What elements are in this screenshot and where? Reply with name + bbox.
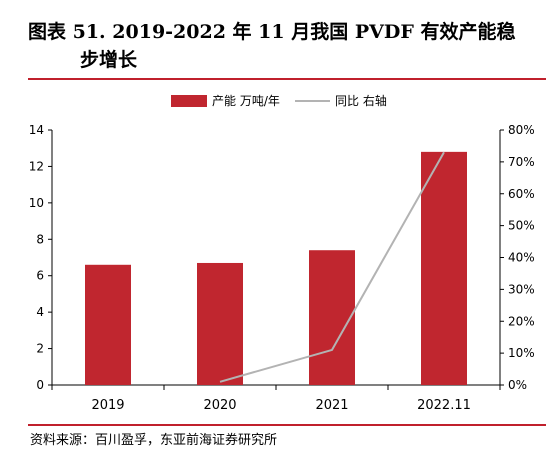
y-tick-label-left: 10 — [29, 196, 44, 210]
x-tick-label: 2022.11 — [417, 398, 471, 413]
bar — [197, 262, 243, 385]
bar — [421, 151, 467, 385]
y-tick-label-left: 8 — [36, 232, 44, 246]
y-tick-label-right: 40% — [508, 251, 535, 265]
bottom-rule — [28, 424, 546, 426]
top-rule — [28, 78, 546, 80]
chart: 产能 万吨/年 同比 右轴 0 2 4 6 8 10 12 14 0% 10% 20% 30% 40% 5… — [29, 93, 535, 413]
y-tick-label-left: 12 — [29, 159, 44, 173]
y-tick-label-right: 0% — [508, 378, 527, 392]
figure-title: 图表 51. 2019-2022 年 11 月我国 PVDF 有效产能稳 步增长 — [28, 18, 548, 74]
y-tick-label-left: 14 — [29, 123, 44, 137]
legend-bar-label: 产能 万吨/年 — [212, 94, 280, 108]
bar — [85, 264, 131, 385]
legend-bar-swatch — [171, 95, 207, 107]
bar — [309, 250, 355, 385]
y-tick-label-right: 50% — [508, 219, 535, 233]
y-tick-label-left: 0 — [36, 378, 44, 392]
y-tick-label-right: 20% — [508, 314, 535, 328]
legend-line-label: 同比 右轴 — [335, 93, 387, 108]
y-tick-label-right: 30% — [508, 282, 535, 296]
x-tick-label: 2021 — [315, 398, 348, 413]
title-line-2: 步增长 — [80, 49, 138, 71]
y-tick-label-left: 2 — [36, 342, 44, 356]
y-tick-label-right: 70% — [508, 155, 535, 169]
y-tick-label-left: 4 — [36, 305, 44, 319]
x-tick-label: 2020 — [203, 398, 236, 413]
y-tick-label-left: 6 — [36, 269, 44, 283]
plot-area: 0 2 4 6 8 10 12 14 0% 10% 20% 30% 40% 50% 60% 70% 80% 201… — [29, 123, 535, 413]
x-tick-label: 2019 — [91, 398, 124, 413]
source-note: 资料来源：百川盈孚，东亚前海证券研究所 — [30, 433, 278, 448]
title-line-1: 图表 51. 2019-2022 年 11 月我国 PVDF 有效产能稳 — [28, 21, 516, 43]
y-tick-label-right: 10% — [508, 346, 535, 360]
y-tick-label-right: 60% — [508, 187, 535, 201]
yoy-line — [219, 151, 445, 383]
y-tick-label-right: 80% — [508, 123, 535, 137]
legend: 产能 万吨/年 同比 右轴 — [171, 93, 387, 108]
